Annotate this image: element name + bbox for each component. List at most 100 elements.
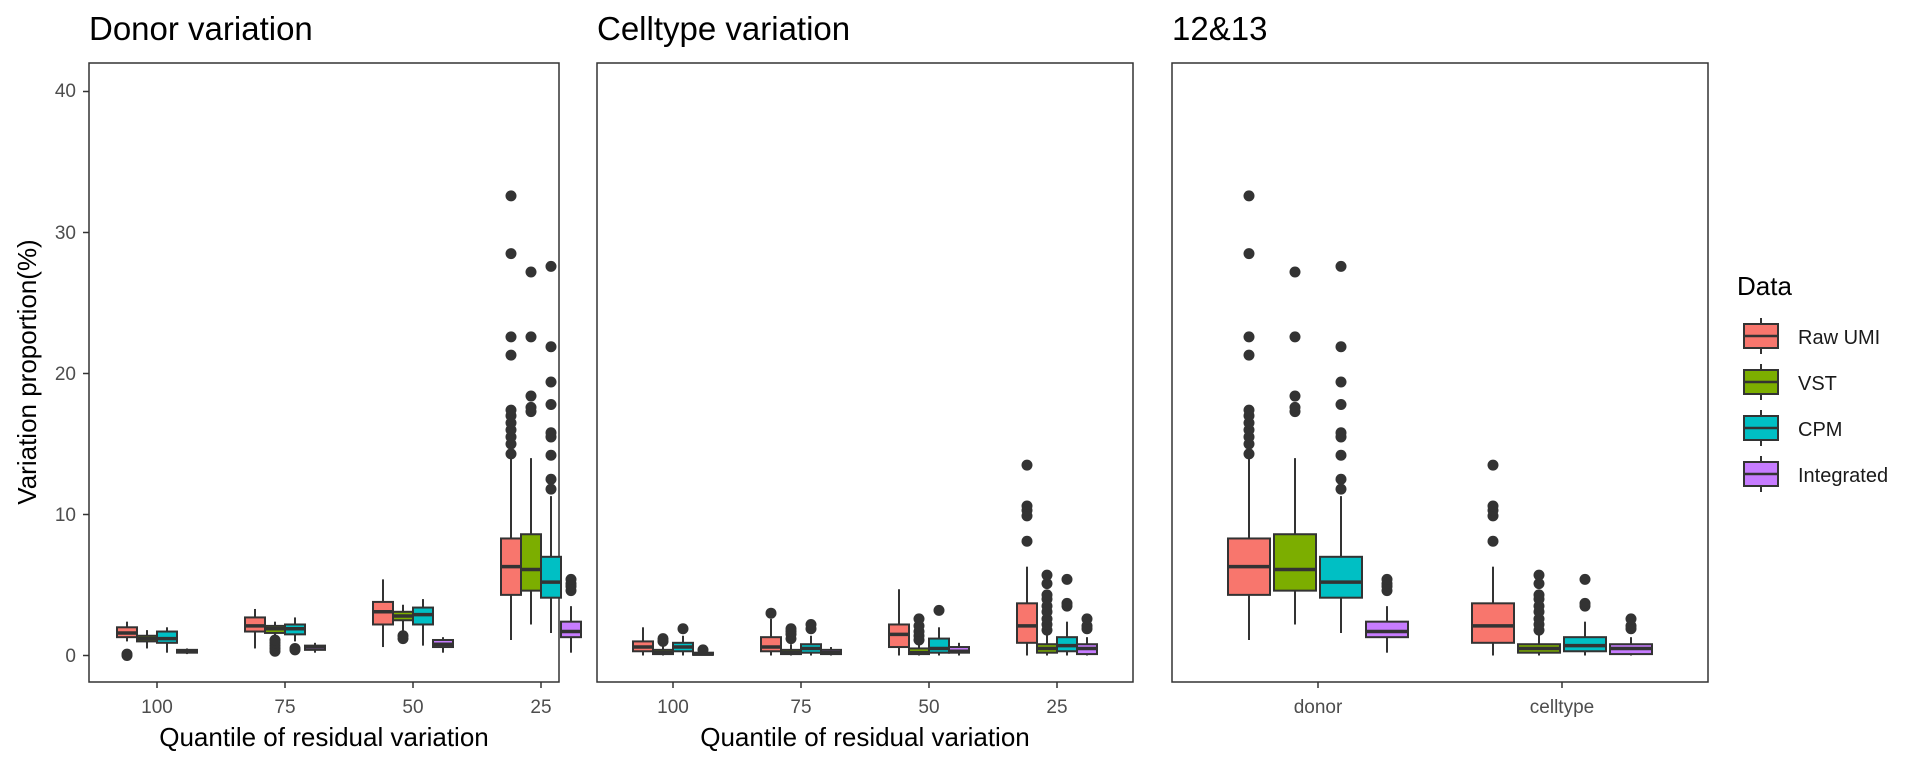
box-cpm <box>1056 573 1078 656</box>
y-axis-title: Variation proportion(%) <box>12 239 42 504</box>
outlier-point <box>1081 613 1093 625</box>
outlier-point <box>121 648 133 660</box>
box-raw-umi <box>760 607 782 656</box>
outlier-point <box>545 341 557 353</box>
outlier-point <box>505 404 517 416</box>
outlier-point <box>1335 483 1347 495</box>
panel-frame-celltype <box>596 62 1134 683</box>
box-vst <box>652 633 674 656</box>
outlier-point <box>785 623 797 635</box>
box-body-integrated <box>1365 620 1409 639</box>
x-tick-label: donor <box>1294 697 1343 718</box>
outlier-point <box>1335 449 1347 461</box>
box-vst <box>1036 569 1058 656</box>
outlier-point <box>505 448 517 460</box>
box-raw-umi <box>1016 459 1038 656</box>
x-tick-label: 25 <box>530 697 551 718</box>
outlier-point <box>1243 331 1255 343</box>
legend-label-cpm: CPM <box>1798 419 1842 441</box>
outlier-point <box>525 401 537 413</box>
box-body-cpm <box>540 555 562 599</box>
box-raw-umi <box>888 589 910 656</box>
panel-title-donor: Donor variation <box>89 10 313 47</box>
outlier-point <box>525 331 537 343</box>
box-body-vst <box>1273 533 1317 592</box>
box-body-raw-umi <box>1471 602 1515 644</box>
box-integrated <box>1609 613 1653 656</box>
x-tick-label: celltype <box>1530 697 1594 718</box>
y-tick-label: 20 <box>55 364 76 385</box>
box-raw-umi <box>1471 459 1515 656</box>
outlier-point <box>525 266 537 278</box>
outlier-point <box>269 634 281 646</box>
box-body-cpm <box>1319 555 1363 599</box>
outlier-point <box>1335 376 1347 388</box>
outlier-point <box>1061 573 1073 585</box>
outlier-point <box>1487 459 1499 471</box>
box-integrated <box>560 573 582 653</box>
outlier-point <box>805 618 817 630</box>
outlier-point <box>1289 401 1301 413</box>
outlier-point <box>1061 597 1073 609</box>
outlier-point <box>1289 390 1301 402</box>
legend-label-raw-umi: Raw UMI <box>1798 327 1880 349</box>
outlier-point <box>505 190 517 202</box>
box-cpm <box>284 617 306 656</box>
outlier-point <box>1289 331 1301 343</box>
box-body-cpm <box>928 637 950 654</box>
panel-frame-donor <box>88 62 560 683</box>
outlier-point <box>505 349 517 361</box>
outlier-point <box>545 473 557 485</box>
y-tick-label: 30 <box>55 223 76 244</box>
x-axis-title-celltype: Quantile of residual variation <box>700 722 1030 752</box>
outlier-point <box>1579 597 1591 609</box>
outlier-point <box>545 376 557 388</box>
outlier-point <box>545 449 557 461</box>
x-tick-label: 50 <box>918 697 939 718</box>
outlier-point <box>1243 448 1255 460</box>
outlier-point <box>1243 190 1255 202</box>
box-integrated <box>1365 573 1409 653</box>
box-cpm <box>928 604 950 656</box>
outlier-point <box>397 630 409 642</box>
box-body-integrated <box>560 620 582 639</box>
box-body-raw-umi <box>1016 602 1038 644</box>
outlier-point <box>1579 573 1591 585</box>
outlier-point <box>545 260 557 272</box>
box-vst <box>520 266 542 625</box>
outlier-point <box>1335 473 1347 485</box>
panel-frame-combined <box>1171 62 1709 683</box>
outlier-point <box>1335 399 1347 411</box>
y-tick-label: 40 <box>55 81 76 102</box>
legend-label-vst: VST <box>1798 373 1837 395</box>
box-integrated <box>432 637 454 653</box>
outlier-point <box>765 607 777 619</box>
box-raw-umi <box>1227 190 1271 640</box>
box-cpm <box>800 618 822 656</box>
panel-title-celltype: Celltype variation <box>597 10 850 47</box>
x-axis-title-donor: Quantile of residual variation <box>159 722 489 752</box>
panel-title-combined: 12&13 <box>1172 10 1267 47</box>
outlier-point <box>1289 266 1301 278</box>
outlier-point <box>505 331 517 343</box>
box-raw-umi <box>500 190 522 640</box>
outlier-point <box>1243 248 1255 260</box>
outlier-point <box>1021 459 1033 471</box>
outlier-point <box>1487 500 1499 512</box>
outlier-point <box>525 390 537 402</box>
box-vst <box>908 613 930 656</box>
y-tick-label: 10 <box>55 505 76 526</box>
outlier-point <box>1335 427 1347 439</box>
outlier-point <box>1335 341 1347 353</box>
box-integrated <box>692 644 714 656</box>
outlier-point <box>1021 535 1033 547</box>
outlier-point <box>545 483 557 495</box>
box-cpm <box>1563 573 1607 656</box>
box-integrated <box>304 642 326 653</box>
x-tick-label: 75 <box>274 697 295 718</box>
box-raw-umi <box>632 627 654 656</box>
box-cpm <box>672 623 694 656</box>
plot-marks <box>83 90 1653 688</box>
outlier-point <box>933 604 945 616</box>
outlier-point <box>1041 578 1053 590</box>
